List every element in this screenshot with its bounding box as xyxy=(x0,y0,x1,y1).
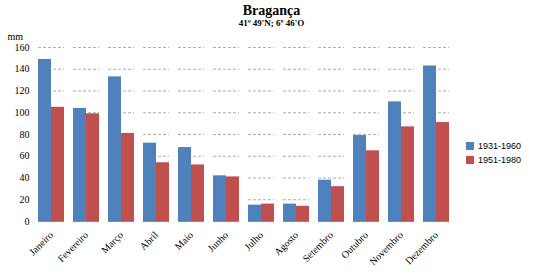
svg-text:100: 100 xyxy=(15,107,30,118)
html-text:41º 49'N; 6º 46'O: 41º 49'N; 6º 46'O xyxy=(238,18,305,28)
svg-text:120: 120 xyxy=(15,85,30,96)
svg-text:Janeiro: Janeiro xyxy=(27,229,55,257)
html-text:1951-1980: 1951-1980 xyxy=(478,155,521,165)
svg-text:Agosto: Agosto xyxy=(272,229,300,257)
svg-text:Outubro: Outubro xyxy=(339,229,370,260)
html-text:Bragança: Bragança xyxy=(242,3,301,18)
svg-text:80: 80 xyxy=(20,129,30,140)
svg-text:140: 140 xyxy=(15,63,30,74)
svg-text:Julho: Julho xyxy=(242,229,265,252)
svg-text:Dezembro: Dezembro xyxy=(403,229,440,266)
svg-text:20: 20 xyxy=(20,194,30,205)
svg-text:Junho: Junho xyxy=(205,229,230,254)
svg-text:160: 160 xyxy=(15,42,30,53)
svg-text:Março: Março xyxy=(99,229,125,255)
svg-text:Maio: Maio xyxy=(172,229,195,252)
html-text:1931-1960: 1931-1960 xyxy=(478,141,521,151)
svg-text:40: 40 xyxy=(20,172,30,183)
svg-text:0: 0 xyxy=(25,216,30,227)
svg-text:mm: mm xyxy=(8,31,24,42)
svg-text:Setembro: Setembro xyxy=(300,229,335,264)
svg-text:Novembro: Novembro xyxy=(367,229,405,267)
svg-text:60: 60 xyxy=(20,150,30,161)
svg-text:Fevereiro: Fevereiro xyxy=(55,229,90,264)
svg-text:Abril: Abril xyxy=(137,229,160,252)
